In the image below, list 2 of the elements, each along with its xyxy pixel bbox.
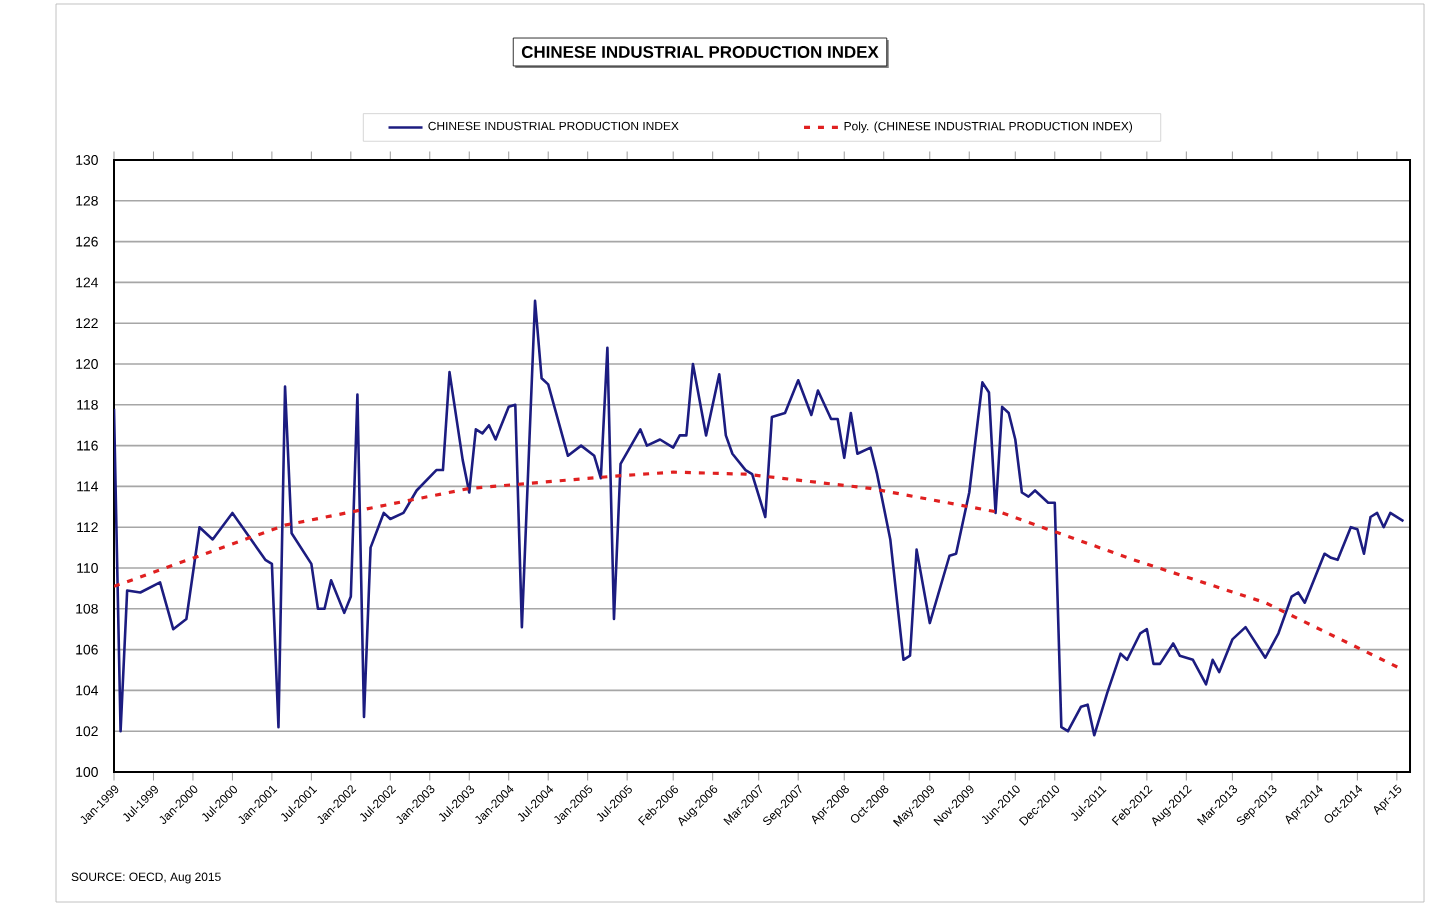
chart-title: CHINESE INDUSTRIAL PRODUCTION INDEX: [521, 46, 879, 58]
line-series: [114, 299, 1405, 737]
